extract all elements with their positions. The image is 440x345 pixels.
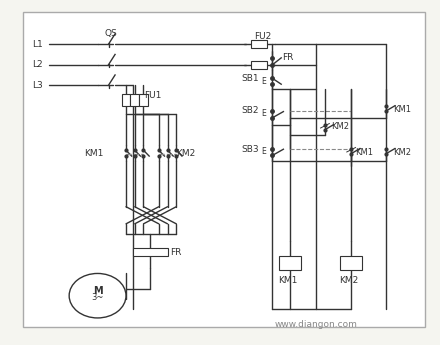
Text: KM1: KM1	[84, 149, 104, 158]
Text: SB1: SB1	[241, 74, 259, 83]
Text: KM1: KM1	[393, 105, 411, 115]
Text: www.diangon.com: www.diangon.com	[275, 320, 358, 329]
Bar	[121, 94, 130, 106]
Text: E: E	[261, 147, 266, 157]
Bar	[252, 61, 267, 69]
Text: KM1: KM1	[356, 148, 374, 157]
Text: M: M	[93, 286, 103, 296]
Text: KM2: KM2	[176, 149, 195, 158]
Bar	[340, 256, 362, 270]
Bar	[252, 40, 267, 48]
Text: KM2: KM2	[339, 276, 359, 285]
Bar	[130, 94, 139, 106]
Text: SB3: SB3	[241, 145, 259, 154]
Text: FR: FR	[282, 53, 294, 62]
Circle shape	[69, 274, 126, 318]
Text: E: E	[261, 77, 266, 86]
Text: KM1: KM1	[278, 276, 297, 285]
Text: E: E	[261, 109, 266, 118]
Text: L2: L2	[32, 60, 43, 69]
Text: SB2: SB2	[241, 106, 258, 115]
Bar	[279, 256, 301, 270]
Text: FU2: FU2	[254, 32, 271, 41]
Text: L1: L1	[32, 40, 43, 49]
Text: QS: QS	[104, 29, 117, 38]
Bar	[132, 248, 168, 256]
Text: KM2: KM2	[331, 122, 349, 131]
Text: FU1: FU1	[144, 91, 162, 100]
Text: KM2: KM2	[393, 148, 411, 157]
Text: L3: L3	[32, 81, 43, 90]
Text: 3~: 3~	[92, 293, 104, 302]
Text: FR: FR	[170, 248, 181, 257]
Bar	[139, 94, 148, 106]
